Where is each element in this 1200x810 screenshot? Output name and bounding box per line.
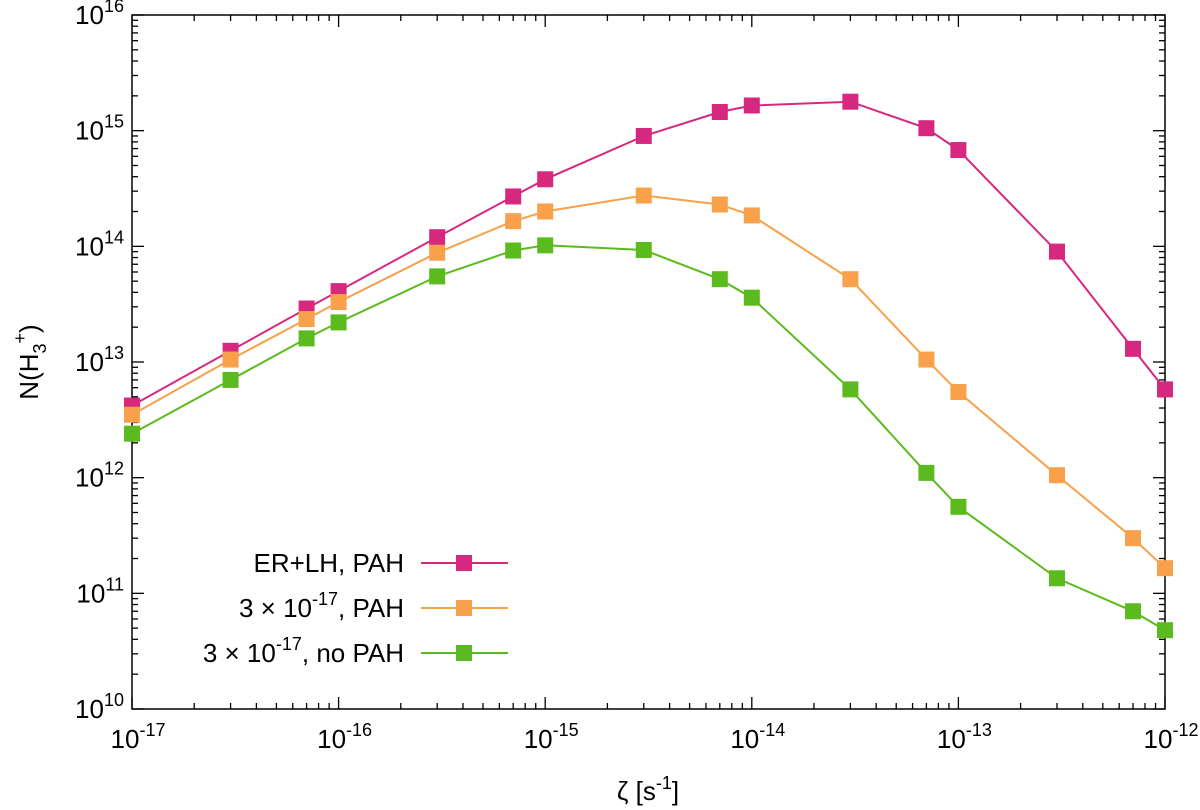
data-point xyxy=(429,229,446,246)
series-2 xyxy=(124,187,1173,577)
x-tick-label: 10-12 xyxy=(1144,720,1199,754)
x-tick-label: 10-14 xyxy=(730,720,785,754)
series-3 xyxy=(124,237,1173,639)
legend-label: 3 × 10-17, no PAH xyxy=(203,634,404,668)
x-tick-label: 10-13 xyxy=(937,720,992,754)
x-tick-label: 10-17 xyxy=(111,720,166,754)
series-line xyxy=(131,100,1166,407)
data-point xyxy=(918,351,935,368)
data-point xyxy=(842,271,859,288)
data-point xyxy=(950,142,967,159)
legend-entry: 3 × 10-17, PAH xyxy=(239,589,508,623)
data-point xyxy=(1157,622,1173,639)
data-point xyxy=(298,311,315,328)
y-tick-label: 1016 xyxy=(75,0,124,30)
data-point xyxy=(222,371,239,388)
data-point xyxy=(1124,340,1141,357)
data-point xyxy=(711,196,728,213)
data-point xyxy=(537,171,554,188)
data-point xyxy=(842,381,859,398)
data-point xyxy=(330,294,347,311)
data-point xyxy=(711,271,728,288)
series-layer xyxy=(124,93,1173,639)
data-point xyxy=(1124,530,1141,547)
series-line xyxy=(131,194,1166,569)
data-point xyxy=(950,498,967,515)
legend-marker xyxy=(456,645,472,661)
legend-marker xyxy=(456,555,472,571)
y-tick-labels: 1010 1011 1012 1013 1014 1015 1016 xyxy=(75,0,124,724)
data-point xyxy=(1157,560,1173,577)
data-point xyxy=(635,127,652,144)
data-point xyxy=(743,207,760,224)
legend-marker xyxy=(456,600,472,616)
legend-label: 3 × 10-17, PAH xyxy=(239,589,404,623)
data-point xyxy=(743,97,760,114)
data-point xyxy=(743,289,760,306)
data-point xyxy=(711,104,728,121)
y-tick-label: 1011 xyxy=(76,574,124,608)
data-point xyxy=(429,268,446,285)
data-point xyxy=(635,241,652,258)
y-tick-label: 1015 xyxy=(75,112,124,146)
data-point xyxy=(505,213,522,230)
series-line xyxy=(131,244,1166,632)
data-point xyxy=(842,93,859,110)
data-point xyxy=(635,187,652,204)
data-point xyxy=(1048,570,1065,587)
data-point xyxy=(124,406,140,423)
data-point xyxy=(1048,243,1065,260)
y-tick-label: 1010 xyxy=(75,690,124,724)
series-1 xyxy=(124,93,1173,414)
data-point xyxy=(537,237,554,254)
data-point xyxy=(330,314,347,331)
legend-entry: 3 × 10-17, no PAH xyxy=(203,634,508,668)
tick-marks xyxy=(131,14,1166,710)
data-point xyxy=(537,203,554,220)
y-tick-label: 1013 xyxy=(75,343,124,377)
x-tick-label: 10-15 xyxy=(524,720,579,754)
data-point xyxy=(1048,467,1065,484)
data-point xyxy=(505,188,522,205)
x-tick-labels: 10-17 10-16 10-15 10-14 10-13 10-12 xyxy=(111,720,1199,754)
data-point xyxy=(222,351,239,368)
y-tick-label: 1012 xyxy=(75,459,124,493)
legend-entry: ER+LH, PAH xyxy=(253,548,508,578)
data-point xyxy=(505,242,522,259)
data-point xyxy=(1124,603,1141,620)
legend-label: ER+LH, PAH xyxy=(253,548,404,578)
y-axis-label: N(H3+) xyxy=(10,324,50,399)
data-point xyxy=(124,425,140,442)
data-point xyxy=(918,120,935,137)
legend: ER+LH, PAH 3 × 10-17, PAH 3 × 10-17, no PA… xyxy=(203,548,508,668)
x-tick-label: 10-16 xyxy=(317,720,372,754)
y-tick-label: 1014 xyxy=(75,227,124,261)
data-point xyxy=(298,330,315,347)
data-point xyxy=(429,244,446,261)
data-point xyxy=(1157,381,1173,398)
x-axis-label: ζ [s-1] xyxy=(617,773,679,806)
data-point xyxy=(950,384,967,401)
data-point xyxy=(918,464,935,481)
